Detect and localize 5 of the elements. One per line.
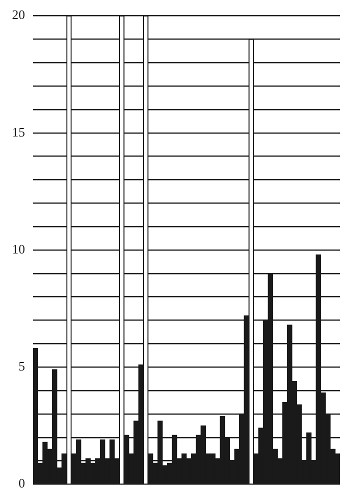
y-tick-label: 0 — [18, 476, 25, 491]
y-tick-label: 15 — [12, 124, 25, 140]
y-tick-label: 20 — [12, 7, 25, 22]
y-tick-label: 10 — [12, 241, 25, 256]
y-tick-label: 5 — [18, 358, 25, 374]
